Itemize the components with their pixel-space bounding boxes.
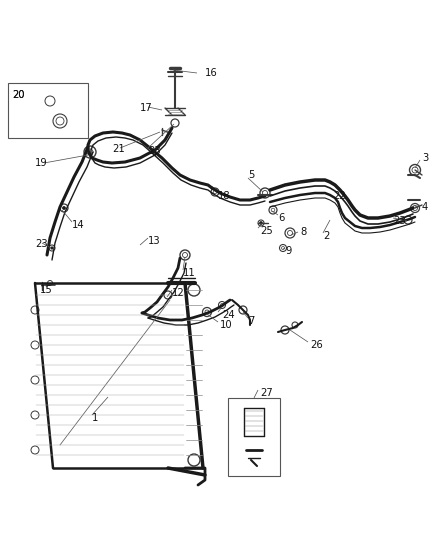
Circle shape <box>63 206 66 209</box>
Text: 20: 20 <box>12 90 25 100</box>
Text: 17: 17 <box>140 103 153 113</box>
Text: 15: 15 <box>40 285 53 295</box>
Text: 19: 19 <box>35 158 48 168</box>
Text: 23: 23 <box>148 146 161 156</box>
Text: 23: 23 <box>393 216 406 226</box>
Text: 20: 20 <box>12 90 25 100</box>
Bar <box>228 398 280 476</box>
Text: 3: 3 <box>422 153 428 163</box>
Text: 16: 16 <box>205 68 218 78</box>
Text: 5: 5 <box>248 170 254 180</box>
Text: 7: 7 <box>248 316 254 326</box>
Text: 22: 22 <box>333 191 346 201</box>
Text: 1: 1 <box>92 413 99 423</box>
Text: 8: 8 <box>300 227 306 237</box>
Text: 24: 24 <box>222 310 235 320</box>
Circle shape <box>51 247 53 249</box>
Text: 25: 25 <box>260 226 273 236</box>
Text: 4: 4 <box>422 202 428 212</box>
Text: 2: 2 <box>323 231 329 241</box>
Circle shape <box>259 222 262 224</box>
Text: 14: 14 <box>72 220 85 230</box>
Text: 26: 26 <box>310 340 323 350</box>
Text: 6: 6 <box>278 213 284 223</box>
Text: 10: 10 <box>220 320 233 330</box>
Text: 21: 21 <box>112 144 125 154</box>
Text: 23: 23 <box>35 239 48 249</box>
Bar <box>8 83 88 138</box>
Text: 11: 11 <box>183 268 196 278</box>
Text: 9: 9 <box>285 246 291 256</box>
Text: 12: 12 <box>172 288 185 298</box>
Text: 27: 27 <box>260 388 273 398</box>
Text: 18: 18 <box>218 191 231 201</box>
Text: 13: 13 <box>148 236 161 246</box>
